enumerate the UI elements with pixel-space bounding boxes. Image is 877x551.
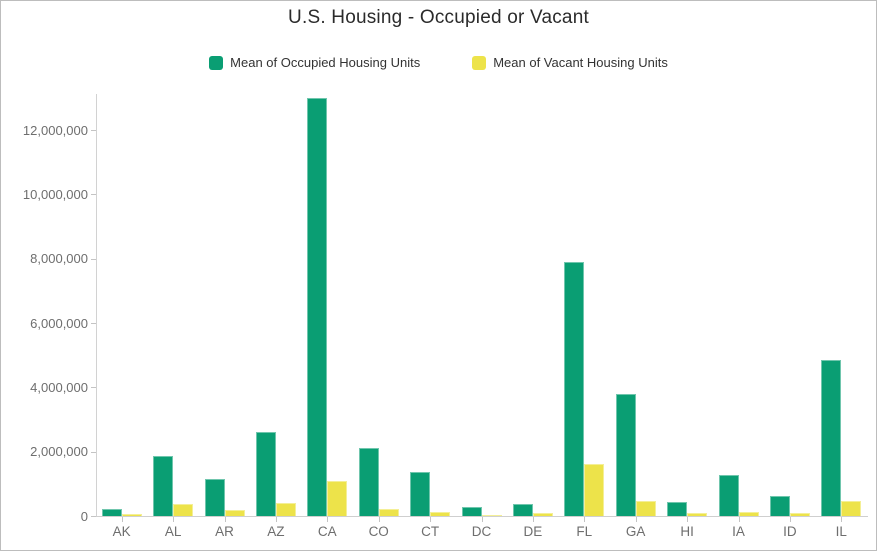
bar-occupied-al[interactable] bbox=[153, 455, 174, 516]
bar-occupied-fl[interactable] bbox=[564, 261, 585, 516]
y-axis-tick bbox=[91, 323, 96, 324]
x-axis-label-dc: DC bbox=[471, 524, 492, 539]
x-axis-line bbox=[96, 516, 868, 517]
y-axis-tick bbox=[91, 258, 96, 260]
bar-vacant-id[interactable] bbox=[789, 512, 810, 516]
bar-vacant-ar[interactable] bbox=[224, 509, 245, 516]
chart-title: U.S. Housing - Occupied or Vacant bbox=[288, 7, 589, 28]
y-axis-label: 8,000,000 bbox=[30, 251, 88, 267]
x-axis-label-ga: GA bbox=[625, 524, 646, 539]
y-axis-label: 4,000,000 bbox=[30, 379, 88, 395]
bar-vacant-de[interactable] bbox=[532, 513, 553, 516]
bar-occupied-ct[interactable] bbox=[410, 472, 431, 516]
y-axis-tick bbox=[91, 451, 96, 453]
y-axis-tick bbox=[91, 130, 96, 132]
bar-vacant-il[interactable] bbox=[841, 501, 862, 516]
x-axis-label-ca: CA bbox=[317, 524, 337, 539]
legend-item-vacant[interactable]: Mean of Vacant Housing Units bbox=[472, 55, 668, 70]
bar-occupied-ga[interactable] bbox=[615, 393, 636, 516]
y-axis-label: 6,000,000 bbox=[30, 315, 88, 331]
bar-occupied-id[interactable] bbox=[769, 495, 790, 516]
legend-label-occupied: Mean of Occupied Housing Units bbox=[230, 55, 421, 70]
x-axis-label-il: IL bbox=[835, 524, 847, 539]
bar-vacant-ca[interactable] bbox=[327, 481, 348, 516]
x-axis-label-de: DE bbox=[523, 524, 543, 539]
x-axis-label-ak: AK bbox=[112, 524, 131, 539]
y-axis-label: 12,000,000 bbox=[22, 122, 88, 138]
x-axis-tick bbox=[430, 517, 432, 522]
x-axis-tick bbox=[841, 517, 843, 522]
x-axis-tick bbox=[584, 517, 586, 522]
y-axis-tick bbox=[91, 516, 96, 517]
x-axis-tick bbox=[789, 517, 791, 522]
bar-occupied-ak[interactable] bbox=[101, 508, 122, 516]
legend-label-vacant: Mean of Vacant Housing Units bbox=[493, 55, 668, 70]
bar-vacant-fl[interactable] bbox=[584, 464, 605, 516]
x-axis-label-ct: CT bbox=[421, 524, 440, 539]
legend: Mean of Occupied Housing Units Mean of V… bbox=[1, 55, 876, 70]
bar-occupied-de[interactable] bbox=[512, 503, 533, 516]
bar-occupied-dc[interactable] bbox=[461, 507, 482, 516]
y-axis-label: 2,000,000 bbox=[30, 444, 88, 460]
bar-occupied-il[interactable] bbox=[821, 360, 842, 516]
x-axis-label-fl: FL bbox=[576, 524, 593, 539]
y-axis-tick bbox=[91, 387, 96, 389]
legend-item-occupied[interactable]: Mean of Occupied Housing Units bbox=[209, 55, 420, 70]
bar-occupied-co[interactable] bbox=[358, 448, 379, 516]
bar-occupied-az[interactable] bbox=[255, 432, 276, 516]
bar-vacant-ak[interactable] bbox=[121, 514, 142, 516]
y-axis-tick bbox=[91, 194, 96, 196]
bar-occupied-ar[interactable] bbox=[204, 479, 225, 516]
x-axis-tick bbox=[173, 517, 175, 522]
bar-vacant-hi[interactable] bbox=[687, 513, 708, 516]
y-axis-label: 10,000,000 bbox=[22, 186, 88, 202]
x-axis-tick bbox=[378, 517, 380, 522]
x-axis-tick bbox=[635, 517, 637, 522]
x-axis-tick bbox=[481, 517, 483, 522]
bar-vacant-ia[interactable] bbox=[738, 511, 759, 516]
occupied-swatch-icon bbox=[209, 55, 224, 70]
x-axis-tick bbox=[532, 517, 534, 522]
bar-vacant-az[interactable] bbox=[275, 503, 296, 516]
x-axis-tick bbox=[327, 517, 329, 522]
y-axis-label: 0 bbox=[80, 508, 88, 524]
x-axis-tick bbox=[121, 517, 123, 522]
bar-vacant-dc[interactable] bbox=[481, 515, 502, 516]
bar-vacant-al[interactable] bbox=[173, 503, 194, 516]
x-axis-label-ia: IA bbox=[732, 524, 745, 539]
x-axis-tick bbox=[687, 517, 689, 522]
x-axis-tick bbox=[738, 517, 740, 522]
x-axis-label-al: AL bbox=[164, 524, 182, 539]
bar-vacant-co[interactable] bbox=[378, 508, 399, 516]
bar-occupied-ca[interactable] bbox=[307, 97, 328, 516]
vacant-swatch-icon bbox=[472, 55, 487, 70]
bar-vacant-ga[interactable] bbox=[635, 500, 656, 516]
x-axis-label-hi: HI bbox=[680, 524, 694, 539]
bar-occupied-ia[interactable] bbox=[718, 475, 739, 516]
x-axis-tick bbox=[224, 517, 226, 522]
x-axis-tick bbox=[275, 517, 277, 522]
x-axis-label-id: ID bbox=[783, 524, 797, 539]
bar-vacant-ct[interactable] bbox=[430, 511, 451, 516]
y-axis-line bbox=[96, 94, 97, 517]
x-axis-label-ar: AR bbox=[215, 524, 234, 539]
x-axis-label-co: CO bbox=[368, 524, 389, 539]
plot-area bbox=[96, 94, 867, 516]
x-axis-label-az: AZ bbox=[267, 524, 285, 539]
bar-occupied-hi[interactable] bbox=[667, 501, 688, 516]
